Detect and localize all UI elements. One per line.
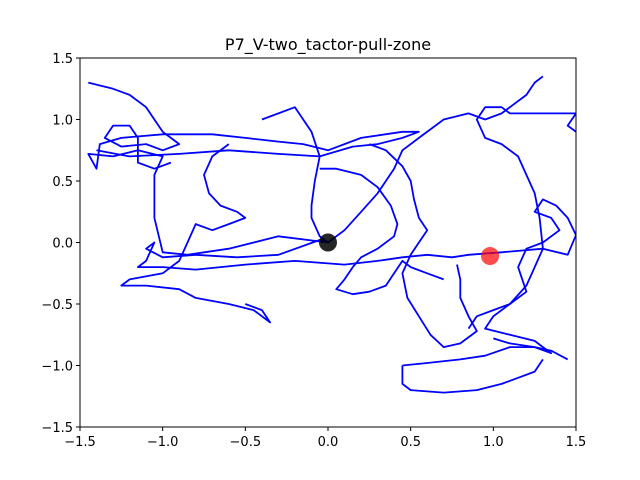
- trajectory-line-9: [401, 358, 544, 394]
- marker-1: [481, 247, 500, 266]
- trajectory-line-4: [261, 75, 544, 244]
- x-tick-label: −1.0: [147, 435, 179, 450]
- trajectory-line-6: [368, 143, 478, 349]
- trajectory-line-10: [493, 337, 569, 361]
- y-tick-label: 0.5: [52, 175, 73, 190]
- trajectory-line-5: [319, 167, 445, 296]
- y-tick-label: 0.0: [52, 237, 73, 252]
- x-tick-label: 0.5: [400, 435, 421, 450]
- trajectory-line-7: [467, 198, 576, 330]
- chart-title: P7_V-two_tactor-pull-zone: [225, 35, 431, 55]
- marker-0: [319, 233, 337, 252]
- y-tick-label: −1.5: [41, 421, 73, 436]
- y-tick-label: −1.0: [41, 360, 73, 375]
- x-tick-label: −0.5: [230, 435, 262, 450]
- x-tick-label: 1.0: [483, 435, 504, 450]
- x-tick-label: 0.0: [318, 435, 339, 450]
- y-tick-label: 1.0: [52, 114, 73, 129]
- y-tick-label: 1.5: [52, 52, 73, 67]
- trajectory-line-3: [120, 143, 272, 324]
- x-tick-label: 1.5: [566, 435, 587, 450]
- y-tick-label: −0.5: [41, 298, 73, 313]
- trajectory-line-2: [88, 81, 181, 170]
- x-tick-label: −1.5: [64, 435, 96, 450]
- trajectory-line-1: [87, 130, 420, 256]
- trajectory-line-0: [136, 234, 576, 271]
